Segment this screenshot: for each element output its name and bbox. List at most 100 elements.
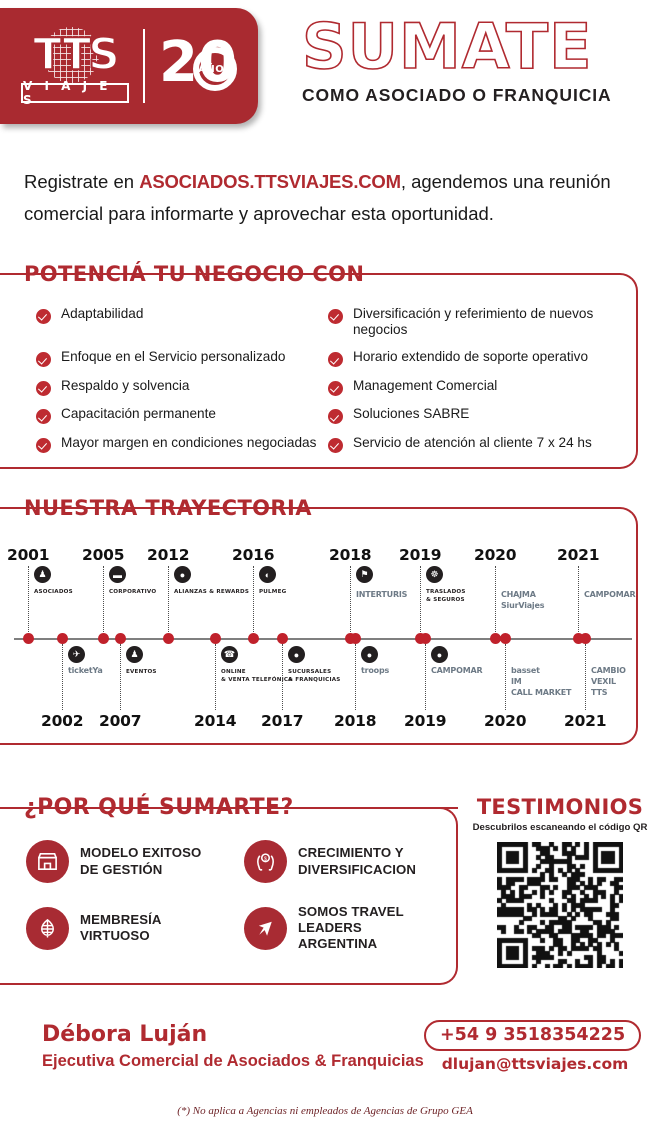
timeline-brand-logo: CAMBIO VEXIL TTS [591, 666, 626, 697]
why-item: $ CRECIMIENTO Y DIVERSIFICACION [244, 840, 466, 883]
timeline-year: 2014 [194, 712, 237, 730]
timeline-dot [57, 633, 68, 644]
timeline-section: NUESTRA TRAYECTORIA 2001 ♟ ASOCIADOS 2005 ▬ C… [0, 496, 650, 758]
circle-icon: ● [361, 646, 378, 663]
timeline-stalk [425, 644, 426, 710]
viajes-wordmark: V I A J E S [21, 79, 129, 107]
disclaimer: (*) No aplica a Agencias ni empleados de… [177, 1105, 473, 1117]
timeline-caption: SUCURSALES & FRANQUICIAS [288, 669, 341, 684]
headline-block: SUMATE COMO ASOCIADO O FRANQUICIA [301, 10, 642, 106]
benefit-item: Respaldo y solvencia [36, 378, 328, 396]
timeline-year: 2002 [41, 712, 84, 730]
timeline-dot [98, 633, 109, 644]
timeline-dot [580, 633, 591, 644]
droplet-icon: ◐ [259, 566, 276, 583]
tts-logo: TTS V I A J E S [21, 27, 129, 107]
timeline-year: 2007 [99, 712, 142, 730]
testimonials-section: TESTIMONIOS Descubrilos escaneando el có… [470, 795, 650, 968]
header: TTS V I A J E S 20 AÑOS SUMATE COMO ASOC… [0, 0, 650, 140]
timeline-axis [14, 638, 632, 640]
benefit-label: Capacitación permanente [61, 406, 216, 422]
timeline-stalk [355, 644, 356, 710]
timeline-brand-logo: CAMPOMAR [431, 666, 483, 675]
why-item: MEMBRESÍA VIRTUOSO [26, 904, 244, 952]
timeline-year: 2018 [329, 546, 372, 564]
timeline-year: 2018 [334, 712, 377, 730]
timeline-caption: TRASLADOS & SEGUROS [426, 589, 466, 604]
hands-money-icon: $ [244, 840, 287, 883]
contact-phone[interactable]: +54 9 3518354225 [424, 1020, 642, 1051]
arrow-up-icon [244, 906, 287, 950]
intro-after: , agendemos una reunión comercial para i… [24, 171, 611, 224]
check-icon [328, 352, 343, 368]
ticket-icon: ✈ [68, 646, 85, 663]
timeline-brand-logo: basset IM CALL MARKET [511, 666, 572, 697]
timeline-stalk [62, 644, 63, 710]
timeline-year: 2001 [7, 546, 50, 564]
why-label: CRECIMIENTO Y DIVERSIFICACION [298, 845, 416, 877]
timeline-year: 2017 [261, 712, 304, 730]
timeline-brand-logo: CHAJMA SiurViajes [501, 590, 545, 610]
timeline-brand-logo: troops [361, 666, 390, 675]
tts-logo-panel: TTS V I A J E S 20 AÑOS [0, 8, 258, 124]
pin-icon: ● [288, 646, 305, 663]
contact-email[interactable]: dlujan@ttsviajes.com [441, 1055, 629, 1073]
why-item: MODELO EXITOSO DE GESTIÓN [26, 840, 244, 883]
svg-text:$: $ [264, 856, 267, 862]
page-subtitle: COMO ASOCIADO O FRANQUICIA [302, 84, 612, 105]
check-icon [36, 437, 51, 453]
check-icon [328, 380, 343, 396]
timeline-year: 2019 [399, 546, 442, 564]
circle-icon: ● [431, 646, 448, 663]
globe-icon [43, 27, 99, 83]
timeline-dot [420, 633, 431, 644]
contact-role: Ejecutiva Comercial de Asociados & Franq… [42, 1052, 424, 1070]
timeline-stalk [120, 644, 121, 710]
timeline-caption: EVENTOS [126, 669, 157, 675]
page-title: SUMATE [301, 10, 593, 83]
leaf-icon [26, 906, 69, 950]
benefit-label: Enfoque en el Servicio personalizado [61, 349, 286, 365]
benefit-label: Servicio de atención al cliente 7 x 24 h… [353, 434, 592, 450]
timeline-year: 2005 [82, 546, 125, 564]
timeline-caption: PULMEG [259, 589, 287, 595]
timeline-stalk [282, 644, 283, 710]
benefit-label: Respaldo y solvencia [61, 377, 190, 393]
timeline-stalk [578, 566, 579, 632]
check-icon [36, 309, 51, 324]
why-bracket [0, 807, 458, 985]
timeline-stalk [420, 566, 421, 632]
contact-name: Débora Luján [42, 1022, 208, 1047]
check-icon [328, 409, 343, 425]
timeline-dot [573, 633, 584, 644]
timeline-stalk [28, 566, 29, 632]
why-label: MODELO EXITOSO DE GESTIÓN [80, 845, 202, 877]
why-label: MEMBRESÍA VIRTUOSO [80, 912, 162, 944]
handshake-icon: ● [174, 566, 191, 583]
timeline-brand-logo: ticketYa [68, 666, 103, 675]
check-icon [36, 380, 51, 396]
check-icon [328, 437, 343, 453]
timeline-dot [210, 633, 221, 644]
timeline-bracket [0, 507, 638, 745]
qr-code[interactable] [497, 842, 623, 968]
briefcase-icon: ▬ [109, 566, 126, 583]
registration-link[interactable]: ASOCIADOS.TTSVIAJES.COM [139, 171, 401, 192]
timeline-stalk [253, 566, 254, 632]
timeline-year: 2020 [484, 712, 527, 730]
timeline-year: 2021 [557, 546, 600, 564]
timeline-caption: ONLINE & VENTA TELEFÓNICA [221, 669, 293, 684]
viajes-text: V I A J E S [23, 79, 112, 107]
flag-icon: ⚑ [356, 566, 373, 583]
timeline-dot [163, 633, 174, 644]
timeline-year: 2019 [404, 712, 447, 730]
users-icon: ♟ [34, 566, 51, 583]
anniversary-word: AÑOS [198, 63, 232, 75]
tts-logo-text: TTS [32, 29, 121, 80]
timeline-dot [115, 633, 126, 644]
benefit-item: Management Comercial [328, 378, 636, 396]
timeline-stalk [495, 566, 496, 632]
benefit-item: Soluciones SABRE [328, 406, 636, 425]
timeline-caption: ASOCIADOS [34, 589, 73, 595]
